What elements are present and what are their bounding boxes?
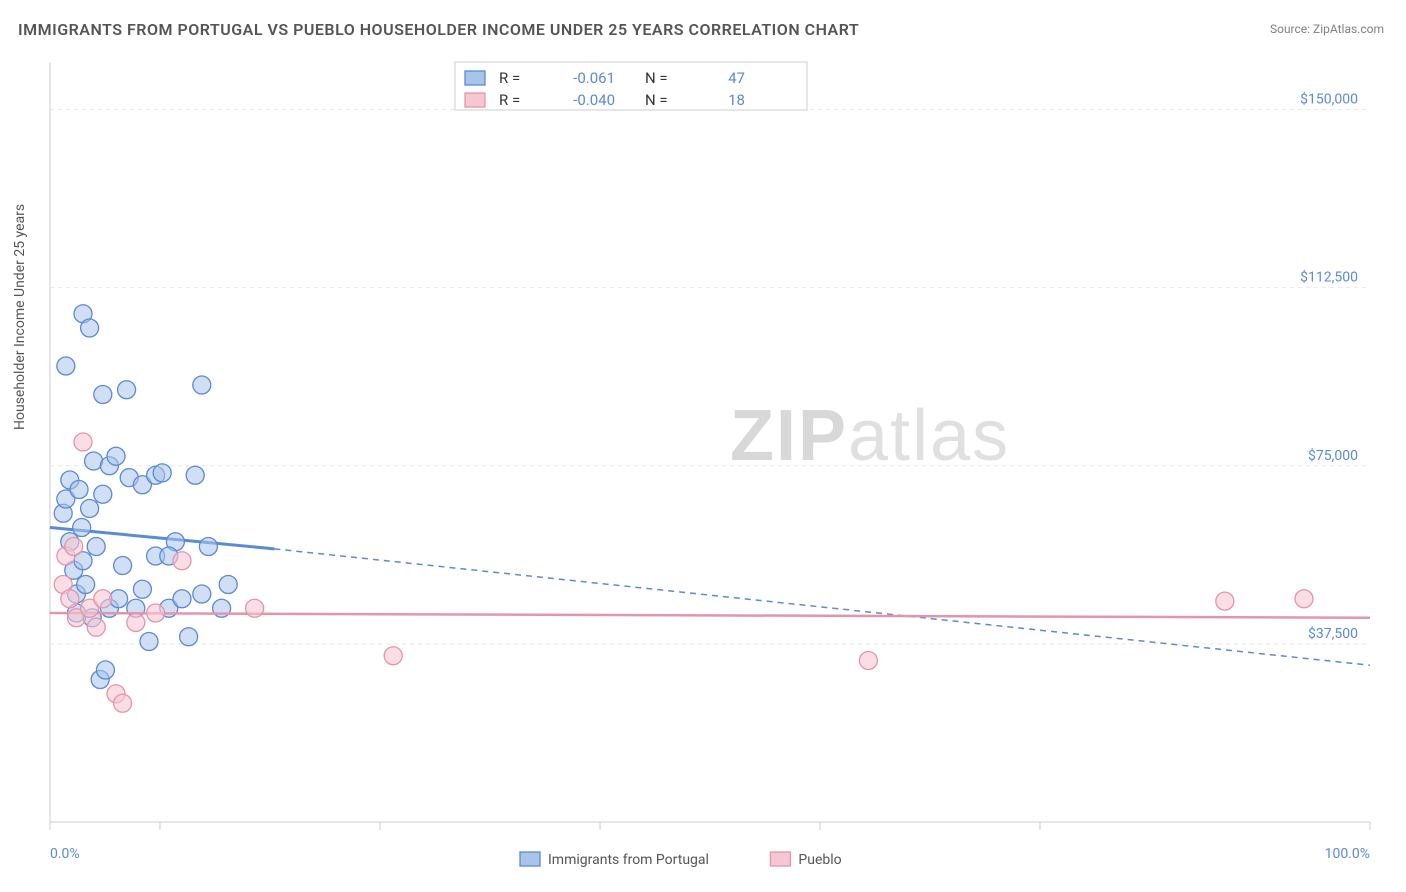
data-point xyxy=(384,647,402,665)
data-point xyxy=(94,386,112,404)
data-point xyxy=(107,447,125,465)
source-prefix: Source: xyxy=(1270,22,1313,36)
legend-bottom-swatch xyxy=(770,852,790,866)
data-point xyxy=(73,519,91,537)
legend-r-label: R = xyxy=(499,69,520,87)
legend-n-value: 18 xyxy=(728,91,745,109)
data-point xyxy=(65,538,83,556)
data-point xyxy=(77,576,95,594)
y-tick-label: $37,500 xyxy=(1308,625,1358,642)
trend-line-dashed xyxy=(274,549,1370,665)
data-point xyxy=(81,319,99,337)
legend-bottom-swatch xyxy=(520,852,540,866)
x-max-label: 100.0% xyxy=(1325,846,1370,862)
data-point xyxy=(57,357,75,375)
legend-bottom-label: Immigrants from Portugal xyxy=(548,852,709,868)
data-point xyxy=(133,580,151,598)
data-point xyxy=(859,652,877,670)
data-point xyxy=(94,485,112,503)
data-point xyxy=(87,618,105,636)
legend-bottom-label: Pueblo xyxy=(798,852,841,868)
data-point xyxy=(147,604,165,622)
legend-n-label: N = xyxy=(645,69,668,87)
data-point xyxy=(193,376,211,394)
legend-r-value: -0.061 xyxy=(573,69,615,87)
data-point xyxy=(219,576,237,594)
data-point xyxy=(114,694,132,712)
data-point xyxy=(173,552,191,570)
data-point xyxy=(186,466,204,484)
data-point xyxy=(153,464,171,482)
source-link[interactable]: ZipAtlas.com xyxy=(1313,22,1384,36)
correlation-chart: $37,500 $75,000 $112,500 $150,000 0.0% 100.0%… xyxy=(0,52,1406,892)
data-point xyxy=(140,633,158,651)
source-attribution: Source: ZipAtlas.com xyxy=(1270,22,1384,36)
y-tick-label: $75,000 xyxy=(1308,447,1358,464)
data-point xyxy=(114,557,132,575)
data-point xyxy=(1295,590,1313,608)
legend-n-value: 47 xyxy=(728,69,745,87)
legend-r-label: R = xyxy=(499,91,520,109)
legend-swatch xyxy=(465,93,485,107)
chart-title: IMMIGRANTS FROM PORTUGAL VS PUEBLO HOUSE… xyxy=(18,20,859,39)
legend-r-value: -0.040 xyxy=(573,91,615,109)
data-point xyxy=(180,628,198,646)
y-tick-label: $112,500 xyxy=(1300,269,1358,286)
data-point xyxy=(193,585,211,603)
data-point xyxy=(1216,592,1234,610)
data-point xyxy=(118,381,136,399)
data-point xyxy=(74,433,92,451)
data-point xyxy=(127,614,145,632)
y-tick-label: $150,000 xyxy=(1300,91,1358,108)
legend-n-label: N = xyxy=(645,91,668,109)
legend-swatch xyxy=(465,71,485,85)
data-point xyxy=(70,481,88,499)
data-point xyxy=(94,590,112,608)
data-point xyxy=(199,538,217,556)
data-point xyxy=(87,538,105,556)
x-min-label: 0.0% xyxy=(50,846,80,862)
data-point xyxy=(173,590,191,608)
data-point xyxy=(246,599,264,617)
data-point xyxy=(85,452,103,470)
data-point xyxy=(96,661,114,679)
data-point xyxy=(81,500,99,518)
data-point xyxy=(61,590,79,608)
